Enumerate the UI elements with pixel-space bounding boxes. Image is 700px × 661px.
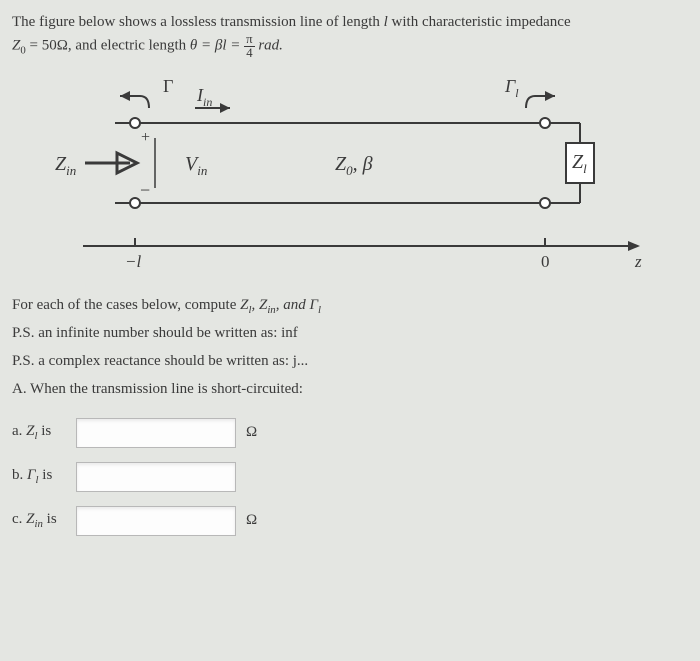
label-a: a. Zl is bbox=[12, 423, 76, 442]
fraction: π4 bbox=[244, 33, 254, 60]
sub: l bbox=[318, 304, 321, 316]
vin-label: Vin bbox=[185, 153, 207, 178]
zero-label: 0 bbox=[541, 252, 550, 271]
text: with characteristic impedance bbox=[388, 14, 571, 30]
unit-ohm: Ω bbox=[246, 512, 257, 529]
denominator: 4 bbox=[244, 47, 254, 60]
answer-row-c: c. Zin is Ω bbox=[12, 506, 688, 536]
problem-statement: The figure below shows a lossless transm… bbox=[12, 12, 688, 60]
label-b: b. Γl is bbox=[12, 467, 76, 486]
answer-row-b: b. Γl is bbox=[12, 462, 688, 492]
gamma-label: Γ bbox=[163, 76, 173, 96]
iin-label: Iin bbox=[196, 85, 212, 109]
text: The figure below shows a lossless transm… bbox=[12, 14, 384, 30]
zin-label: Zin bbox=[55, 153, 76, 178]
unit-ohm: Ω bbox=[246, 424, 257, 441]
input-gamma-l[interactable] bbox=[76, 462, 236, 492]
minus-label: − bbox=[140, 180, 150, 200]
gamma-l-label: Γl bbox=[504, 76, 519, 100]
var: , and Γ bbox=[276, 297, 318, 313]
text: For each of the cases below, compute bbox=[12, 297, 240, 313]
rad: rad. bbox=[258, 38, 283, 54]
ps-j: P.S. a complex reactance should be writt… bbox=[12, 353, 308, 369]
plus-label: + bbox=[141, 129, 150, 146]
instructions: For each of the cases below, compute Zl,… bbox=[12, 292, 688, 404]
ps-inf: P.S. an infinite number should be writte… bbox=[12, 325, 298, 341]
z0beta-label: Z0, β bbox=[335, 153, 373, 178]
var: , Z bbox=[251, 297, 267, 313]
sub: in bbox=[267, 304, 275, 316]
numerator: π bbox=[244, 33, 254, 47]
input-zl[interactable] bbox=[76, 418, 236, 448]
text: = 50Ω, and electric length bbox=[26, 38, 190, 54]
theta-eq: θ = βl = bbox=[190, 38, 244, 54]
part-a-heading: A. When the transmission line is short-c… bbox=[12, 381, 303, 397]
input-zin[interactable] bbox=[76, 506, 236, 536]
neg-l-label: −l bbox=[125, 252, 141, 271]
z-axis-label: z bbox=[634, 252, 642, 271]
answer-row-a: a. Zl is Ω bbox=[12, 418, 688, 448]
circuit-diagram: Γ Γl Iin + − Zin Vin Z0, β Zl −l 0 z bbox=[45, 68, 655, 278]
label-c: c. Zin is bbox=[12, 511, 76, 530]
